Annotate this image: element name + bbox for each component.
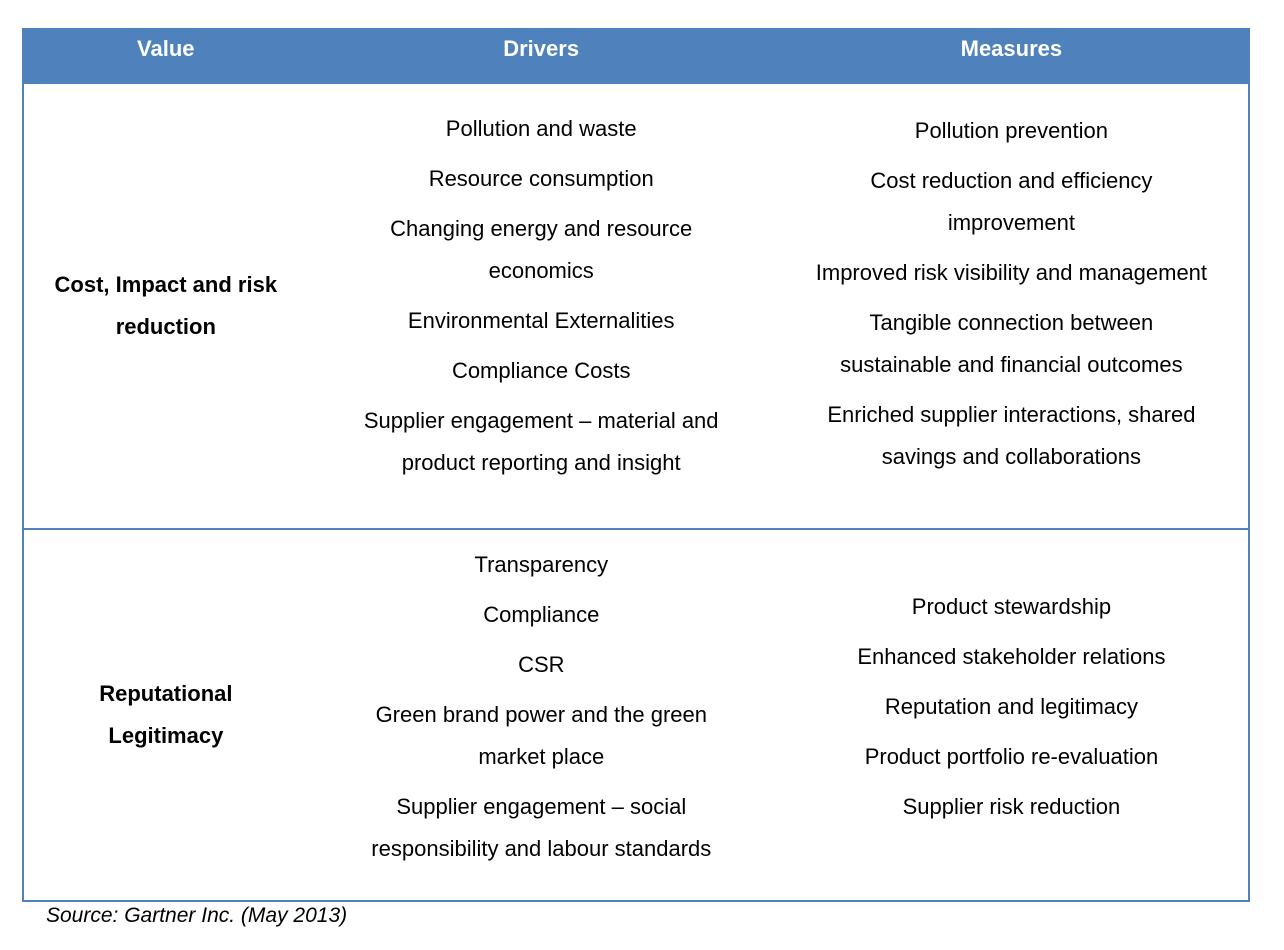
measure-item: Product portfolio re-evaluation (864, 744, 1159, 769)
measure-item: Product stewardship (911, 594, 1112, 619)
driver-item: Compliance Costs (451, 358, 631, 383)
driver-item: Environmental Externalities (407, 308, 675, 333)
measure-item: Tangible connection between sustainable … (840, 310, 1183, 377)
drivers-list: Pollution and waste Resource consumption… (308, 84, 775, 528)
header-measures: Measures (960, 36, 1063, 61)
drivers-list: Transparency Compliance CSR Green brand … (308, 530, 775, 900)
header-drivers: Drivers (503, 36, 580, 61)
header-value: Value (137, 36, 195, 61)
measure-item: Improved risk visibility and management (815, 260, 1208, 285)
driver-item: Transparency (474, 552, 609, 577)
driver-item: Green brand power and the green market p… (375, 702, 708, 769)
table-row: Cost, Impact and risk reduction Pollutio… (24, 84, 1248, 530)
driver-item: Resource consumption (428, 166, 654, 191)
driver-item: Supplier engagement – material and produ… (363, 408, 719, 475)
row-value-cost-impact: Cost, Impact and risk reduction (54, 272, 278, 339)
measure-item: Supplier risk reduction (902, 794, 1121, 819)
driver-item: Changing energy and resource economics (390, 216, 693, 283)
driver-item: Pollution and waste (445, 116, 637, 141)
driver-item: Compliance (483, 602, 600, 627)
table-row: Reputational Legitimacy Transparency Com… (24, 530, 1248, 900)
measure-item: Enriched supplier interactions, shared s… (827, 402, 1196, 469)
driver-item: Supplier engagement – social responsibil… (371, 794, 712, 861)
measures-list: Pollution prevention Cost reduction and … (775, 84, 1248, 528)
measure-item: Reputation and legitimacy (884, 694, 1139, 719)
table-header: Value Drivers Measures (24, 30, 1248, 84)
source-caption: Source: Gartner Inc. (May 2013) (46, 904, 348, 927)
driver-item: CSR (518, 652, 565, 677)
measure-item: Cost reduction and efficiency improvemen… (870, 168, 1153, 235)
measures-list: Product stewardship Enhanced stakeholder… (775, 530, 1248, 900)
measure-item: Enhanced stakeholder relations (857, 644, 1166, 669)
row-value-reputational: Reputational Legitimacy (99, 681, 233, 748)
value-drivers-measures-table: Value Drivers Measures Cost, Impact and … (22, 28, 1250, 902)
measure-item: Pollution prevention (914, 118, 1109, 143)
